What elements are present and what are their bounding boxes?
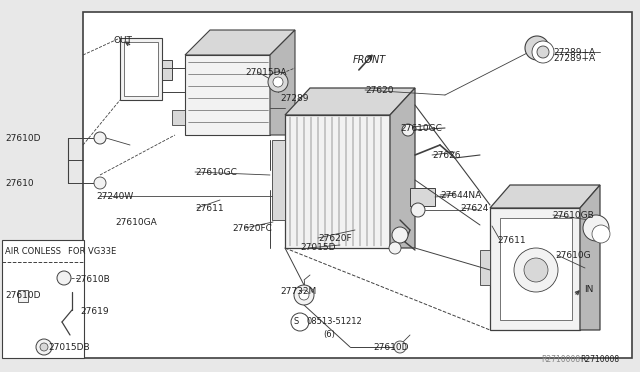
Polygon shape — [124, 42, 158, 96]
Bar — [2, 240, 84, 358]
Circle shape — [40, 343, 48, 351]
Text: FOR VG33E: FOR VG33E — [68, 247, 116, 257]
Polygon shape — [185, 55, 270, 135]
Text: 27610D: 27610D — [5, 134, 40, 142]
Polygon shape — [185, 30, 295, 55]
Polygon shape — [500, 218, 572, 320]
Polygon shape — [390, 88, 415, 248]
Polygon shape — [490, 208, 580, 330]
Polygon shape — [120, 38, 162, 100]
Polygon shape — [18, 290, 28, 302]
Circle shape — [525, 36, 549, 60]
Bar — [83, 12, 632, 358]
Circle shape — [537, 46, 549, 58]
Text: 27620F: 27620F — [318, 234, 351, 243]
Text: 27610GB: 27610GB — [552, 211, 594, 219]
Text: 27644NA: 27644NA — [440, 190, 481, 199]
Polygon shape — [285, 115, 390, 248]
Text: 27610: 27610 — [5, 179, 34, 187]
Circle shape — [268, 72, 288, 92]
Circle shape — [299, 290, 309, 300]
Circle shape — [402, 124, 414, 136]
Circle shape — [57, 271, 71, 285]
Text: AIR CONLESS: AIR CONLESS — [5, 247, 61, 257]
Circle shape — [392, 227, 408, 243]
Text: 27626: 27626 — [432, 151, 461, 160]
Text: R2710008: R2710008 — [580, 356, 619, 365]
Circle shape — [514, 248, 558, 292]
Text: 27289: 27289 — [280, 93, 308, 103]
Polygon shape — [162, 60, 172, 80]
Text: 27610GC: 27610GC — [195, 167, 237, 176]
Circle shape — [36, 339, 52, 355]
Polygon shape — [172, 110, 185, 125]
Text: 27732M: 27732M — [280, 288, 316, 296]
Text: 27289+A: 27289+A — [553, 48, 595, 57]
Polygon shape — [270, 30, 295, 135]
Circle shape — [389, 242, 401, 254]
Text: 27624: 27624 — [460, 203, 488, 212]
Text: 27620: 27620 — [365, 86, 394, 94]
Bar — [410, 188, 435, 206]
Circle shape — [394, 341, 406, 353]
Circle shape — [291, 313, 309, 331]
Polygon shape — [480, 250, 490, 285]
Circle shape — [273, 77, 283, 87]
Text: 27240W: 27240W — [96, 192, 133, 201]
Text: 27610D: 27610D — [5, 291, 40, 299]
Text: 27610GC: 27610GC — [400, 124, 442, 132]
Circle shape — [294, 285, 314, 305]
Circle shape — [94, 177, 106, 189]
Text: 27620FC: 27620FC — [232, 224, 272, 232]
Text: 08513-51212: 08513-51212 — [307, 317, 363, 327]
Text: 27611: 27611 — [195, 203, 223, 212]
Text: (6): (6) — [323, 330, 335, 339]
Text: IN: IN — [584, 285, 593, 295]
Text: 27610G: 27610G — [555, 250, 591, 260]
Circle shape — [583, 215, 609, 241]
Text: 27619: 27619 — [80, 308, 109, 317]
Text: 27611: 27611 — [497, 235, 525, 244]
Circle shape — [532, 41, 554, 63]
Text: 27289+A: 27289+A — [553, 54, 595, 62]
Text: 27015DA: 27015DA — [245, 67, 287, 77]
Text: 27015DB: 27015DB — [48, 343, 90, 352]
Text: 27610B: 27610B — [75, 276, 109, 285]
Text: R2710008: R2710008 — [541, 356, 580, 365]
Text: S: S — [293, 317, 299, 327]
Polygon shape — [490, 185, 600, 208]
Circle shape — [592, 225, 610, 243]
Polygon shape — [272, 140, 285, 220]
Circle shape — [411, 203, 425, 217]
Text: 27610D: 27610D — [373, 343, 408, 352]
Text: FRONT: FRONT — [353, 55, 387, 65]
Polygon shape — [285, 88, 415, 115]
Text: 27015D: 27015D — [300, 244, 335, 253]
Text: 27610GA: 27610GA — [115, 218, 157, 227]
Circle shape — [94, 132, 106, 144]
Polygon shape — [580, 185, 600, 330]
Text: OUT: OUT — [113, 35, 132, 45]
Circle shape — [524, 258, 548, 282]
